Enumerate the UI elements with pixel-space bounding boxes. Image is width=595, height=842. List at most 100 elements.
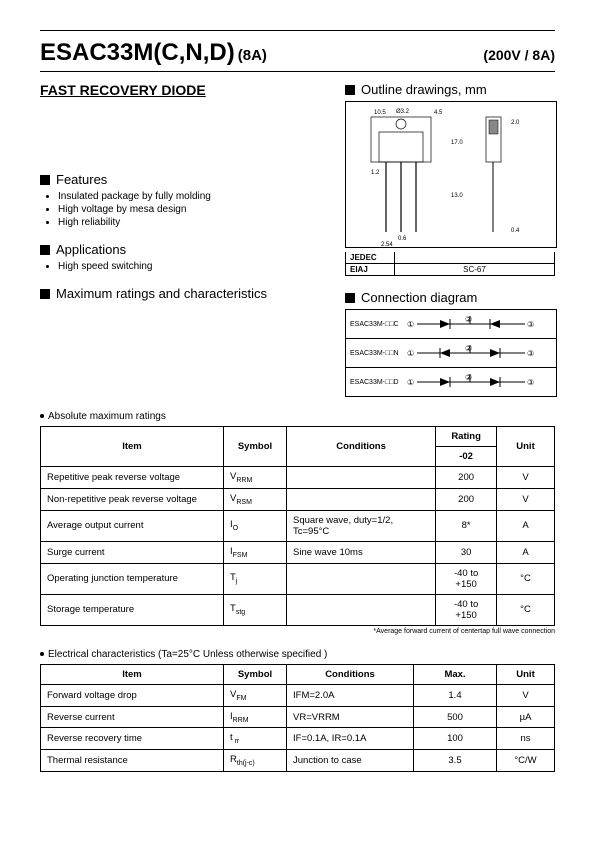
cell-item: Reverse current <box>41 706 224 728</box>
svg-text:Ø3.2: Ø3.2 <box>396 109 410 115</box>
table-row: Forward voltage drop VFM IFM=2.0A 1.4 V <box>41 684 555 706</box>
feature-item: Insulated package by fully molding <box>58 191 329 202</box>
cell-rating: 200 <box>436 488 497 510</box>
cell-symbol: Rth(j-c) <box>224 750 287 772</box>
connection-diagram: ESAC33M-□□C ①②③ ESAC33M-□□N ①②③ ESAC33M-… <box>345 309 557 397</box>
svg-text:0.4: 0.4 <box>511 228 520 234</box>
conn-label: ESAC33M-□□N <box>350 350 405 357</box>
cell-unit: °C <box>497 563 555 594</box>
features-title: Features <box>56 172 107 187</box>
cell-conditions: Sine wave 10ms <box>287 541 436 563</box>
eiaj-label: EIAJ <box>346 264 395 275</box>
cell-rating: 30 <box>436 541 497 563</box>
conn-row-c: ESAC33M-□□C ①②③ <box>346 310 556 339</box>
cell-item: Operating junction temperature <box>41 563 224 594</box>
cell-conditions <box>287 488 436 510</box>
connection-header: Connection diagram <box>345 290 555 305</box>
conn-row-n: ESAC33M-□□N ① ② ③ <box>346 339 556 368</box>
svg-text:①: ① <box>407 349 414 358</box>
th-symbol: Symbol <box>224 664 287 684</box>
cell-item: Thermal resistance <box>41 750 224 772</box>
cell-max: 100 <box>414 728 497 750</box>
svg-text:②: ② <box>465 344 472 353</box>
right-column: Outline drawings, mm 10.5 Ø3.2 4.5 2.0 1… <box>345 82 555 397</box>
th-max: Max. <box>414 664 497 684</box>
svg-text:17.0: 17.0 <box>451 140 463 146</box>
cell-conditions <box>287 563 436 594</box>
conn-label: ESAC33M-□□D <box>350 379 405 386</box>
applications-title: Applications <box>56 242 126 257</box>
cell-unit: °C/W <box>497 750 555 772</box>
cell-symbol: VRSM <box>224 488 287 510</box>
cell-max: 500 <box>414 706 497 728</box>
th-item: Item <box>41 427 224 467</box>
eiaj-value: SC-67 <box>395 264 554 275</box>
cell-unit: A <box>497 541 555 563</box>
th-unit: Unit <box>497 664 555 684</box>
svg-text:4.5: 4.5 <box>434 110 443 116</box>
table-row: Operating junction temperature Tj -40 to… <box>41 563 555 594</box>
elec-table: Item Symbol Conditions Max. Unit Forward… <box>40 664 555 773</box>
left-column: FAST RECOVERY DIODE Features Insulated p… <box>40 82 329 305</box>
title-row: ESAC33M(C,N,D) (8A) (200V / 8A) <box>40 39 555 67</box>
table-row: Storage temperature Tstg -40 to +150 °C <box>41 594 555 625</box>
cell-max: 1.4 <box>414 684 497 706</box>
cell-rating: -40 to +150 <box>436 594 497 625</box>
cell-conditions: Square wave, duty=1/2, Tc=95°C <box>287 510 436 541</box>
table-row: Surge current IFSM Sine wave 10ms 30 A <box>41 541 555 563</box>
cell-unit: µA <box>497 706 555 728</box>
part-rating: (200V / 8A) <box>483 47 555 63</box>
elec-caption: Electrical characteristics (Ta=25°C Unle… <box>40 649 555 660</box>
subtitle: FAST RECOVERY DIODE <box>40 82 329 98</box>
square-marker-icon <box>345 293 355 303</box>
cell-symbol: VRRM <box>224 467 287 489</box>
applications-header: Applications <box>40 242 329 257</box>
cell-conditions <box>287 467 436 489</box>
cell-conditions: VR=VRRM <box>287 706 414 728</box>
cell-unit: °C <box>497 594 555 625</box>
th-unit: Unit <box>497 427 555 467</box>
square-marker-icon <box>40 289 50 299</box>
cell-rating: -40 to +150 <box>436 563 497 594</box>
svg-text:①: ① <box>407 378 414 387</box>
cell-item: Forward voltage drop <box>41 684 224 706</box>
svg-text:13.0: 13.0 <box>451 193 463 199</box>
features-header: Features <box>40 172 329 187</box>
eiaj-row: EIAJ SC-67 <box>345 264 555 276</box>
feature-item: High voltage by mesa design <box>58 204 329 215</box>
svg-text:③: ③ <box>527 378 534 387</box>
outline-header: Outline drawings, mm <box>345 82 555 97</box>
svg-text:1.2: 1.2 <box>371 170 380 176</box>
cell-unit: ns <box>497 728 555 750</box>
ratings-table: Item Symbol Conditions Rating Unit -02 R… <box>40 426 555 626</box>
feature-item: High reliability <box>58 217 329 228</box>
svg-text:③: ③ <box>527 349 534 358</box>
table-row: Reverse current IRRM VR=VRRM 500 µA <box>41 706 555 728</box>
diode-cc-icon: ①②③ <box>405 314 545 334</box>
cell-max: 3.5 <box>414 750 497 772</box>
cell-unit: V <box>497 488 555 510</box>
cell-unit: V <box>497 467 555 489</box>
cell-unit: A <box>497 510 555 541</box>
top-rule <box>40 30 555 31</box>
cell-conditions: IF=0.1A, IR=0.1A <box>287 728 414 750</box>
table-row: Reverse recovery time t rr IF=0.1A, IR=0… <box>41 728 555 750</box>
th-item: Item <box>41 664 224 684</box>
cell-symbol: Tj <box>224 563 287 594</box>
elec-caption-text: Electrical characteristics (Ta=25°C Unle… <box>48 649 327 660</box>
conn-label: ESAC33M-□□C <box>350 321 405 328</box>
cell-conditions: IFM=2.0A <box>287 684 414 706</box>
cell-item: Non-repetitive peak reverse voltage <box>41 488 224 510</box>
diode-series-icon: ①②③ <box>405 372 545 392</box>
package-drawing-svg: 10.5 Ø3.2 4.5 2.0 17.0 1.2 13.0 0.6 2.54… <box>346 102 556 247</box>
cell-symbol: VFM <box>224 684 287 706</box>
diode-ca-icon: ① ② ③ <box>405 343 545 363</box>
table-row: Thermal resistance Rth(j-c) Junction to … <box>41 750 555 772</box>
th-symbol: Symbol <box>224 427 287 467</box>
outline-title: Outline drawings, mm <box>361 82 487 97</box>
square-marker-icon <box>40 245 50 255</box>
upper-section: FAST RECOVERY DIODE Features Insulated p… <box>40 82 555 397</box>
th-rating-sub: -02 <box>436 447 497 467</box>
square-marker-icon <box>40 175 50 185</box>
cell-rating: 200 <box>436 467 497 489</box>
